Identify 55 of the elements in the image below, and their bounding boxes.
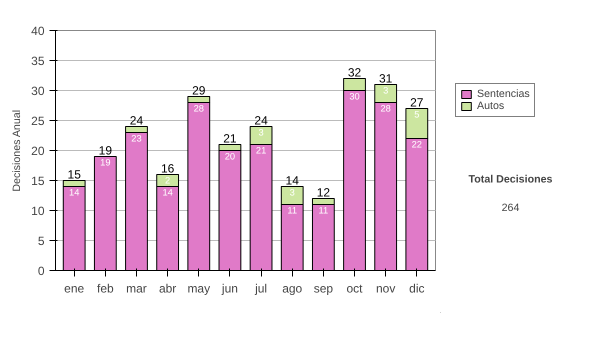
data-label: 30 (349, 91, 360, 102)
total-label: 27 (410, 96, 424, 110)
y-tick-label: 20 (31, 144, 45, 158)
text: Total Decisiones (468, 174, 553, 186)
y-tick-label: 0 (38, 264, 45, 278)
total-label: 19 (98, 144, 112, 158)
total-label: 24 (130, 114, 144, 128)
data-label: 19 (100, 157, 111, 168)
data-label: 21 (256, 145, 266, 156)
x-tick-label: sep (314, 282, 334, 296)
x-tick-label: ene (64, 282, 85, 296)
x-tick-label: abr (158, 282, 176, 296)
total-label: 31 (378, 72, 393, 86)
total-label: 12 (316, 186, 330, 200)
data-label: 28 (194, 103, 204, 114)
data-label: 22 (412, 139, 422, 150)
total-label: 29 (192, 84, 206, 98)
y-tick-label: 35 (31, 54, 45, 68)
y-tick-label: 30 (31, 84, 45, 98)
total-label: 16 (160, 162, 175, 176)
x-tick-label: mar (126, 282, 147, 296)
total-label: 21 (223, 132, 237, 146)
data-label: 14 (69, 187, 80, 198)
x-tick-label: jun (220, 282, 238, 296)
data-label: 5 (414, 109, 420, 120)
data-label: 23 (131, 133, 142, 144)
x-tick-label: jul (254, 282, 268, 296)
y-tick-label: 5 (38, 234, 45, 248)
total-label: 24 (254, 114, 268, 128)
legend-label: Autos (477, 100, 504, 112)
data-label: 11 (318, 205, 328, 216)
legend-label: Sentencias (477, 88, 530, 100)
total-label: 32 (348, 66, 362, 80)
data-label: 20 (224, 151, 236, 162)
x-tick-label: may (187, 282, 210, 296)
total-label: 15 (68, 168, 82, 182)
data-label: 3 (258, 127, 264, 138)
text: 264 (502, 202, 520, 214)
y-tick-label: 15 (31, 174, 45, 188)
x-tick-label: nov (376, 282, 396, 296)
y-axis-title: Decisiones Anual (11, 110, 24, 192)
x-tick-label: dic (409, 282, 424, 296)
y-tick-label: 10 (31, 204, 45, 218)
x-tick-label: feb (96, 282, 114, 296)
data-label: 28 (380, 103, 391, 114)
x-tick-label: ago (282, 282, 303, 296)
x-tick-label: oct (346, 282, 364, 296)
y-tick-label: 40 (31, 24, 45, 38)
data-label: 2 (165, 175, 170, 186)
total-label: 14 (286, 174, 300, 188)
data-label: 3 (383, 85, 388, 96)
data-label: 3 (290, 187, 295, 198)
data-label: 14 (162, 187, 173, 198)
data-label: 11 (287, 205, 298, 216)
y-tick-label: 25 (31, 114, 45, 128)
